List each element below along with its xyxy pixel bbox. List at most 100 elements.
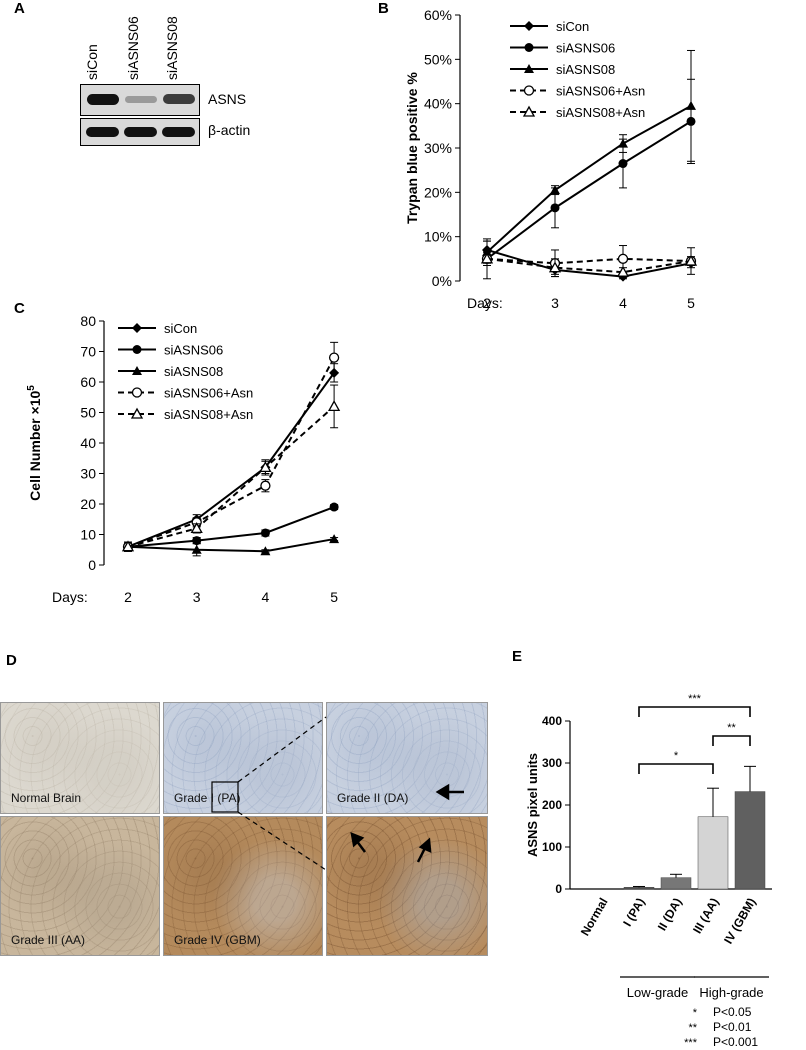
data-point <box>131 387 143 398</box>
blot-lane-label: siASNS08 <box>164 16 180 80</box>
y-tick-label: 100 <box>542 840 562 854</box>
x-tick-label: II (DA) <box>655 895 685 933</box>
x-tick-label: IV (GBM) <box>721 896 758 947</box>
data-point <box>260 546 271 556</box>
legend-label: siASNS06+Asn <box>164 386 253 401</box>
series-siASNS06+Asn <box>481 245 697 278</box>
data-point <box>524 43 534 52</box>
blot-band <box>86 127 119 137</box>
x-tick-label: 4 <box>262 589 270 605</box>
series-line <box>127 538 335 553</box>
ihc-image-label: Grade I (PA) <box>174 791 241 805</box>
x-tick-label: 3 <box>551 295 559 311</box>
key-stars: * <box>693 1007 698 1019</box>
data-point <box>132 345 142 354</box>
y-tick-label: 10% <box>424 229 452 245</box>
series-line <box>486 120 692 260</box>
y-tick-label: 30 <box>80 466 96 482</box>
y-tick-label: 0 <box>555 882 562 896</box>
series-line <box>127 506 335 548</box>
ihc-image: Normal Brain <box>0 702 160 814</box>
bracket-line <box>712 735 751 746</box>
data-point <box>132 323 142 333</box>
blot-row-label: ASNS <box>208 91 247 107</box>
bar <box>623 887 655 890</box>
legend-label: siCon <box>556 19 589 34</box>
legend-label: siCon <box>164 321 197 336</box>
ihc-image-label: Grade III (AA) <box>11 933 86 947</box>
data-point <box>327 400 341 412</box>
y-axis-label: Trypan blue positive % <box>404 72 420 224</box>
data-point <box>260 528 270 538</box>
series-siASNS06+Asn <box>122 341 340 552</box>
panel-letter-c: C <box>14 300 25 317</box>
blot-band <box>125 96 157 103</box>
data-point <box>523 85 535 96</box>
ihc-image-label: Grade IV (GBM) <box>174 933 261 947</box>
data-point <box>617 253 629 264</box>
y-tick-label: 60% <box>424 7 452 23</box>
x-tick-label: 3 <box>193 589 201 605</box>
ihc-image-label: Normal Brain <box>11 791 82 805</box>
y-axis-label: ASNS pixel units <box>525 753 540 857</box>
data-point <box>618 159 628 169</box>
y-tick-label: 400 <box>542 714 562 728</box>
panel-letter-e: E <box>512 648 523 665</box>
x-axis-prefix: Days: <box>52 589 88 605</box>
data-point <box>618 138 628 148</box>
blot-row-asns <box>80 84 200 116</box>
y-tick-label: 70 <box>80 344 96 360</box>
data-point <box>130 407 144 419</box>
data-point <box>329 502 339 512</box>
x-tick-label: 4 <box>619 295 627 311</box>
bar <box>697 816 729 890</box>
legend-label: siASNS08+Asn <box>556 105 645 120</box>
panel-letter-d: D <box>6 652 17 669</box>
ihc-image-label: Grade II (DA) <box>337 791 409 805</box>
bar <box>734 791 766 890</box>
data-point <box>190 522 203 534</box>
ihc-image: Grade IV (GBM) <box>163 816 323 956</box>
significance-stars: * <box>674 750 679 762</box>
legend-label: siASNS06 <box>556 41 615 56</box>
data-point <box>328 352 340 363</box>
y-tick-label: 20% <box>424 184 452 200</box>
data-point <box>329 534 340 544</box>
x-tick-label: 2 <box>124 589 132 605</box>
legend-label: siASNS06+Asn <box>556 84 645 99</box>
data-point <box>550 203 560 213</box>
significance-stars: ** <box>727 722 736 734</box>
legend-label: siASNS08 <box>556 62 615 77</box>
series-line <box>127 357 335 548</box>
x-tick-label: 2 <box>483 295 491 311</box>
data-point <box>132 366 142 375</box>
data-point <box>684 254 698 266</box>
y-tick-label: 40% <box>424 96 452 112</box>
chart-c-cell-number: 0 10 20 30 40 50 60 70 80 Cell Number ×105 Days: 2 3… <box>26 313 341 605</box>
x-tick-label: 5 <box>330 589 338 605</box>
legend-label: siASNS08 <box>164 364 223 379</box>
x-axis-prefix: Days: <box>467 295 503 311</box>
x-tick-label: III (AA) <box>690 896 721 936</box>
data-point <box>616 265 630 277</box>
data-point <box>191 544 202 554</box>
key-text: P<0.05 <box>713 1005 752 1019</box>
blot-band <box>163 94 195 104</box>
y-tick-label: 50% <box>424 51 452 67</box>
panel-letter-a: A <box>14 0 25 17</box>
series-line <box>486 105 692 253</box>
group-label: Low-grade <box>627 985 688 1000</box>
y-tick-label: 30% <box>424 140 452 156</box>
significance-stars: *** <box>688 693 702 705</box>
ihc-image <box>326 816 488 956</box>
data-point <box>548 261 562 273</box>
group-label: High-grade <box>699 985 763 1000</box>
y-axis-label: Cell Number ×105 <box>26 385 43 501</box>
ihc-image: Grade III (AA) <box>0 816 160 956</box>
significance-bracket: * <box>638 750 714 774</box>
data-point <box>480 252 494 264</box>
blot-band <box>124 127 157 137</box>
series-line <box>486 257 692 274</box>
series-siASNS08+Asn <box>121 384 341 552</box>
key-stars: *** <box>684 1037 698 1049</box>
